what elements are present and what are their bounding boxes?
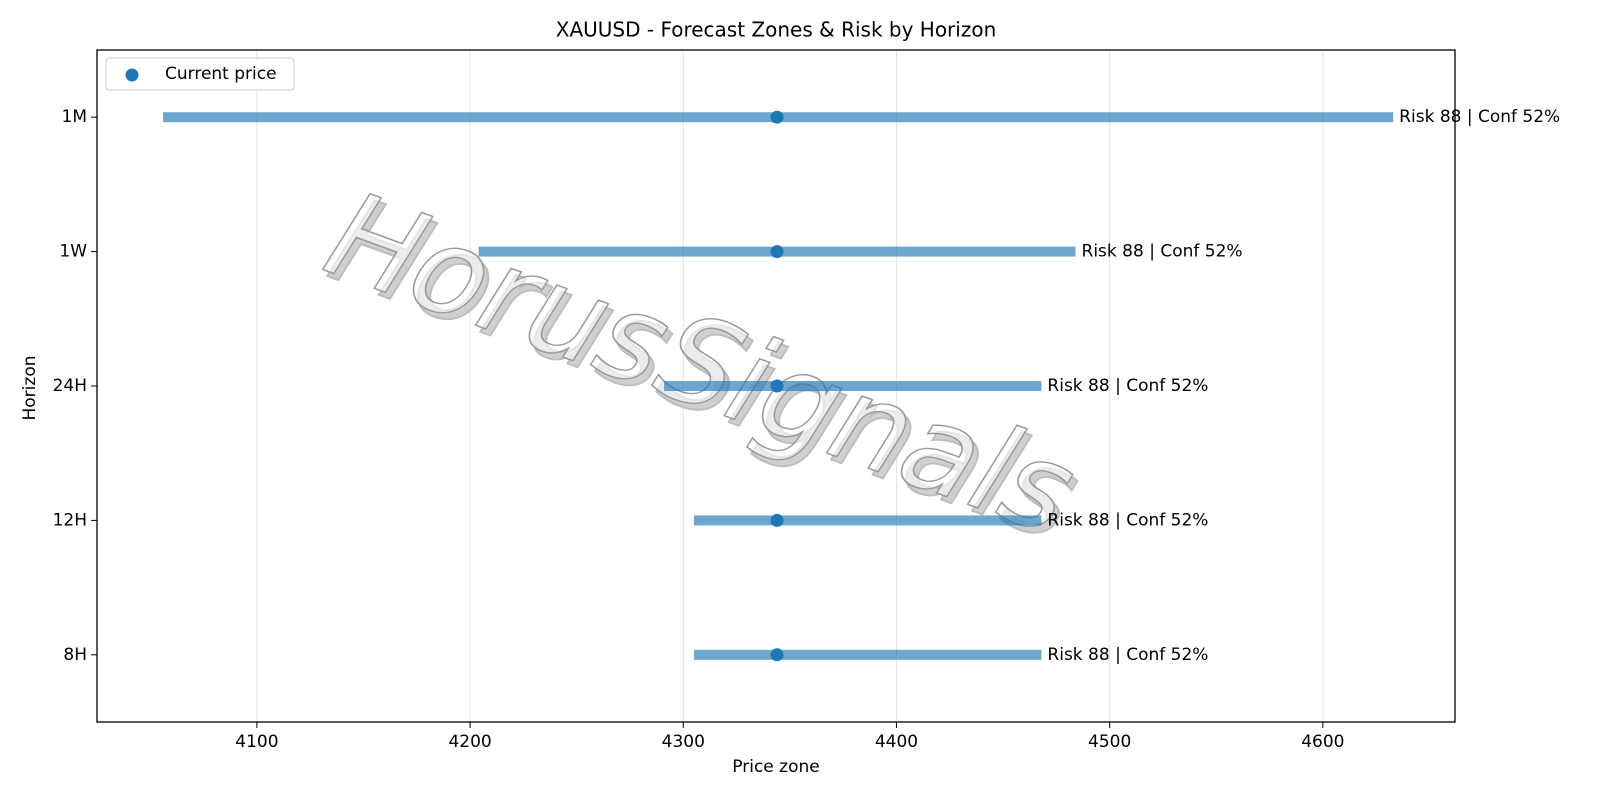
y-tick-label: 1W <box>59 242 87 262</box>
current-price-dot <box>770 110 784 124</box>
x-tick-label: 4500 <box>1088 732 1131 752</box>
y-tick-label: 8H <box>63 645 87 665</box>
range-bar <box>664 381 1042 391</box>
x-axis-label: Price zone <box>732 757 819 777</box>
current-price-dot <box>770 245 784 259</box>
x-tick-label: 4400 <box>875 732 918 752</box>
y-tick-label: 12H <box>53 510 87 530</box>
y-tick-label: 1M <box>62 107 87 127</box>
y-tick-label: 24H <box>53 376 87 396</box>
range-bar <box>693 649 1042 660</box>
x-tick-label: 4100 <box>235 732 278 752</box>
current-price-dot <box>770 379 784 393</box>
range-label: Risk 88 | Conf 52% <box>1047 376 1208 396</box>
x-tick-label: 4300 <box>662 732 705 752</box>
range-bar <box>693 515 1042 526</box>
x-tick-label: 4200 <box>448 732 491 752</box>
range-label: Risk 88 | Conf 52% <box>1047 510 1208 530</box>
range-label: Risk 88 | Conf 52% <box>1399 107 1560 127</box>
watermark: HorusSignals <box>296 169 1107 558</box>
range-label: Risk 88 | Conf 52% <box>1047 645 1208 665</box>
legend-label: Current price <box>165 64 277 84</box>
current-price-dot <box>770 513 784 527</box>
plot-frame <box>96 49 1456 723</box>
chart-title: XAUUSD - Forecast Zones & Risk by Horizo… <box>556 18 997 42</box>
y-axis-label: Horizon <box>20 356 40 421</box>
current-price-dot <box>770 648 784 662</box>
range-label: Risk 88 | Conf 52% <box>1082 242 1243 262</box>
legend-box <box>105 57 295 91</box>
watermark-group: HorusSignals HorusSignals <box>295 168 1113 566</box>
x-tick-label: 4600 <box>1301 732 1344 752</box>
legend-marker <box>125 68 139 82</box>
